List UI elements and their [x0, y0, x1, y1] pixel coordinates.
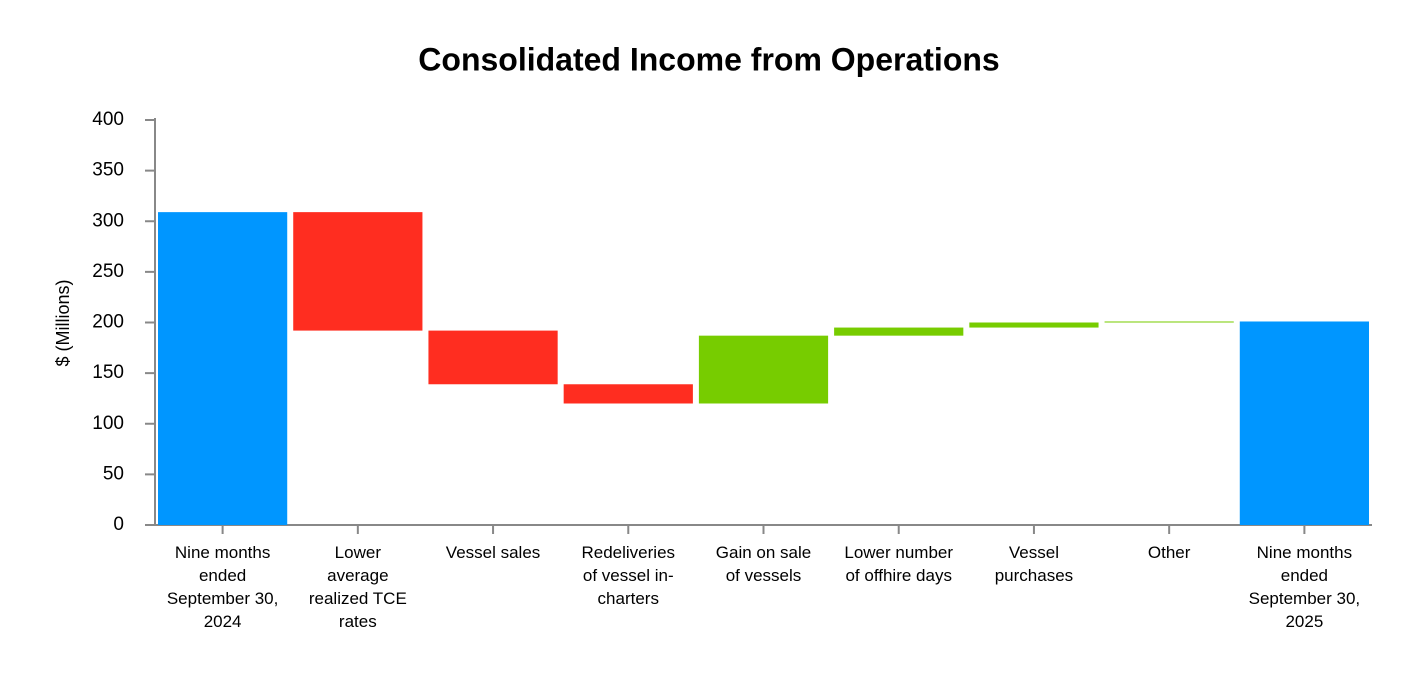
x-tick-label: Gain on sale of vessels — [715, 543, 812, 585]
chart-title: Consolidated Income from Operations — [418, 41, 999, 77]
bar — [969, 322, 1099, 328]
y-tick-label: 100 — [92, 413, 124, 434]
bar — [293, 212, 423, 331]
x-tick-label: Lower number of offhire days — [844, 543, 954, 585]
x-tick-label: Nine months ended September 30, 2024 — [166, 543, 279, 631]
y-tick-label: 200 — [92, 312, 124, 333]
bar — [158, 212, 288, 525]
x-tick-label: Nine months ended September 30, 2025 — [1248, 543, 1361, 631]
bar — [428, 330, 558, 385]
y-tick-label: 300 — [92, 210, 124, 231]
bar — [834, 327, 964, 336]
y-tick-label: 350 — [92, 160, 124, 181]
y-tick-label: 250 — [92, 261, 124, 282]
x-tick-label: Lower average realized TCE rates — [308, 543, 407, 631]
x-tick-label: Redeliveries of vessel in-charters — [581, 543, 676, 608]
y-tick-label: 0 — [113, 514, 124, 535]
y-tick-label: 50 — [103, 463, 124, 484]
y-tick-label: 400 — [92, 109, 124, 130]
x-tick-label: Other — [1147, 543, 1191, 562]
y-axis-label: $ (Millions) — [53, 279, 73, 366]
x-tick-label: Vessel sales — [445, 543, 541, 562]
x-tick-label: Vessel purchases — [994, 543, 1074, 585]
bar — [1239, 321, 1369, 525]
bar — [563, 384, 693, 404]
y-tick-label: 150 — [92, 362, 124, 383]
bar — [698, 335, 829, 404]
bar — [1104, 321, 1234, 323]
